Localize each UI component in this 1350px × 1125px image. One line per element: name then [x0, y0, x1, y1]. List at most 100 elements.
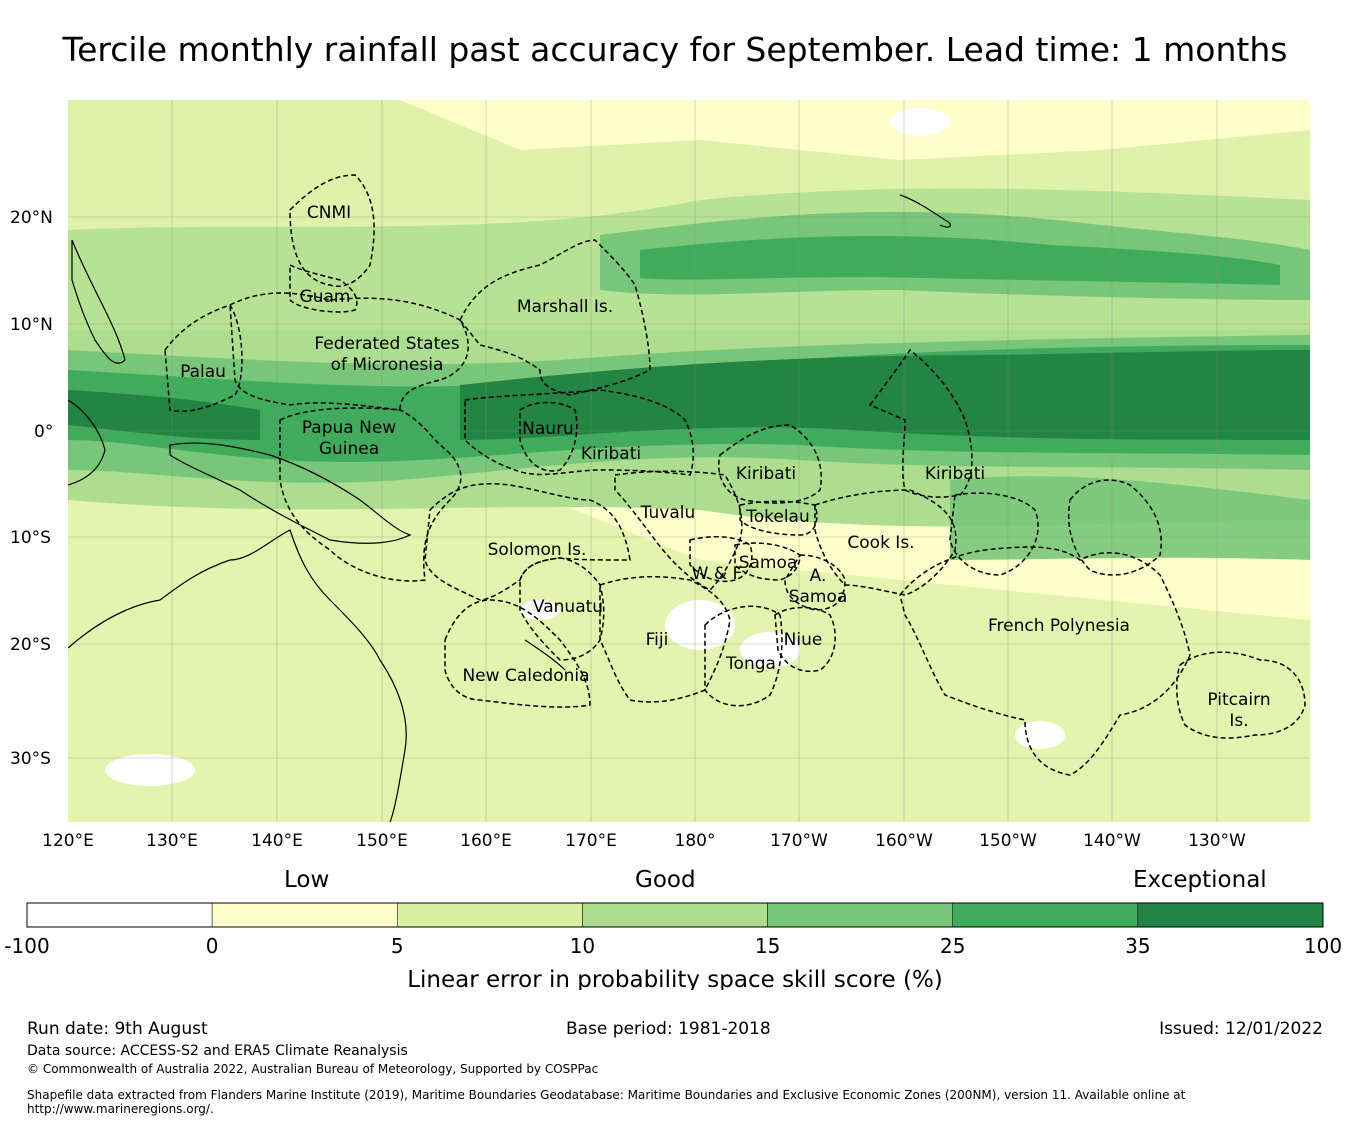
lat-label: 0°: [34, 422, 53, 442]
colorbar-bin: [211, 902, 398, 928]
region-label-cnmi: CNMI: [307, 203, 351, 223]
region-label-asamoa: A.: [810, 566, 827, 586]
region-label-kiribati-w: Kiribati: [581, 444, 641, 464]
lat-label: 10°S: [10, 528, 51, 548]
colorbar-tick-label: 0: [206, 934, 219, 958]
colorbar-bin: [1137, 902, 1324, 928]
lon-label: 150°E: [356, 831, 408, 851]
colorbar-tick-label: 15: [755, 934, 780, 958]
colorbar-axis-label: Linear error in probability space skill …: [407, 967, 943, 990]
region-label-nauru: Nauru: [522, 419, 574, 439]
lon-label: 140°E: [251, 831, 303, 851]
lon-label: 130°W: [1188, 831, 1246, 851]
lon-label: 160°W: [875, 831, 933, 851]
region-label-pitcairn: Pitcairn: [1207, 690, 1270, 710]
region-label-vanuatu: Vanuatu: [533, 597, 603, 617]
region-label-fiji: Fiji: [646, 630, 669, 650]
lat-label: 20°N: [10, 208, 53, 228]
region-label-palau: Palau: [180, 362, 226, 382]
shapefile-credit: Shapefile data extracted from Flanders M…: [27, 1088, 1186, 1102]
eez-boundaries: [164, 174, 1306, 776]
pitcairn-boundary: [1175, 651, 1306, 739]
fsm-boundary: [229, 292, 469, 411]
region-label-tonga: Tonga: [725, 654, 776, 674]
map-title: Tercile monthly rainfall past accuracy f…: [62, 30, 1288, 69]
solomon-boundary: [424, 483, 631, 601]
region-label-wf: W & F: [692, 564, 743, 584]
region-label-png: Papua New: [302, 418, 396, 438]
asamoa-boundary: [784, 554, 846, 611]
copyright: © Commonwealth of Australia 2022, Austra…: [27, 1062, 599, 1076]
region-label-solomon: Solomon Is.: [488, 540, 587, 560]
newcal-boundary: [444, 599, 591, 708]
lat-label: 10°N: [10, 315, 53, 335]
png-boundary: [279, 407, 462, 582]
issued-date: Issued: 12/01/2022: [1159, 1019, 1323, 1039]
region-label-marshall: Marshall Is.: [517, 297, 613, 317]
colorbar-bin: [767, 902, 953, 928]
region-label-newcal: New Caledonia: [462, 666, 589, 686]
region-label-kiribati-e: Kiribati: [925, 464, 985, 484]
guam-boundary: [289, 263, 358, 313]
data-source: Data source: ACCESS-S2 and ERA5 Climate …: [27, 1043, 408, 1059]
philippines-coast: [71, 239, 126, 364]
colorbar-bin: [582, 902, 768, 928]
wf-boundary: [689, 535, 753, 582]
lon-label: 170°E: [565, 831, 617, 851]
cook-boundary: [814, 489, 957, 596]
australia-coast: [68, 529, 407, 822]
colorbar-tick-label: 100: [1304, 934, 1342, 958]
lon-label: 180°: [675, 831, 716, 851]
lon-label: 140°W: [1083, 831, 1141, 851]
region-label-kiribati-c: Kiribati: [736, 464, 796, 484]
tuvalu-boundary: [614, 470, 743, 591]
lat-label: 20°S: [10, 635, 51, 655]
cnmi-boundary: [289, 174, 375, 287]
region-label-niue: Niue: [784, 630, 823, 650]
region-label-tokelau: Tokelau: [745, 507, 810, 527]
tokelau-boundary: [739, 500, 818, 536]
kiribati-c-boundary: [718, 424, 822, 504]
region-label-fsm: Federated States: [314, 334, 459, 354]
samoa-boundary: [734, 542, 801, 581]
region-label-asamoa: Samoa: [789, 587, 848, 607]
colorbar-tick-label: 10: [570, 934, 595, 958]
palau-boundary: [164, 304, 243, 413]
kiribati-e-boundary: [868, 348, 973, 498]
legend-category-low: Low: [284, 867, 330, 893]
lon-label: 160°E: [460, 831, 512, 851]
region-label-guam: Guam: [300, 287, 351, 307]
colorbar-bin: [952, 902, 1139, 928]
region-label-fsm: of Micronesia: [331, 355, 444, 375]
lat-label: 30°S: [10, 749, 51, 769]
latitude-labels: 20°N 10°N 0° 10°S 20°S 30°S: [10, 208, 53, 769]
legend-category-good: Good: [635, 867, 696, 893]
region-label-pitcairn: Is.: [1229, 711, 1248, 731]
east-kiribati-lower-boundary: [949, 492, 1039, 576]
niue-boundary: [774, 606, 836, 672]
region-label-cook: Cook Is.: [847, 533, 914, 553]
hawaii-coast: [899, 194, 952, 228]
region-label-frpoly: French Polynesia: [988, 616, 1130, 636]
lon-label: 170°W: [770, 831, 828, 851]
colorbar-tick-label: 5: [391, 934, 404, 958]
base-period: Base period: 1981-2018: [566, 1019, 771, 1039]
legend-category-exceptional: Exceptional: [1133, 867, 1267, 893]
colorbar-tick-label: -100: [4, 934, 49, 958]
lon-label: 130°E: [146, 831, 198, 851]
colorbar: -100 0 5 10 15 25 35 100 Linear error in probab…: [4, 902, 1342, 990]
marshall-boundary: [459, 239, 651, 396]
nauru-boundary: [519, 401, 578, 472]
lon-label: 150°W: [979, 831, 1037, 851]
borneo-coast: [68, 399, 106, 486]
colorbar-tick-label: 25: [940, 934, 965, 958]
lon-label: 120°E: [42, 831, 94, 851]
colorbar-bin: [397, 902, 583, 928]
colorbar-bin: [26, 902, 213, 928]
region-label-tuvalu: Tuvalu: [640, 503, 696, 523]
colorbar-tick-label: 35: [1125, 934, 1150, 958]
tonga-boundary: [704, 605, 783, 707]
skill-field: [68, 100, 1310, 822]
